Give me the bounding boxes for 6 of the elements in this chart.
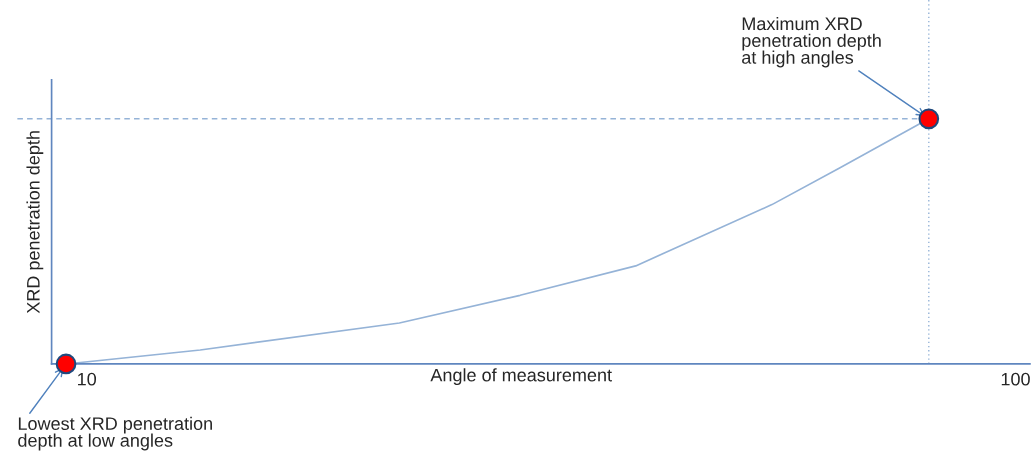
annotation: Maximum XRD penetration depth at high angles	[742, 16, 881, 68]
x-axis-title: Angle of measurement	[430, 368, 612, 386]
x-tick-label: 10	[78, 372, 97, 386]
y-axis-title: XRD penetration depth	[26, 131, 44, 314]
x-tick-label: 100	[1001, 372, 1030, 386]
annotation: Lowest XRD penetration depth at low angles	[18, 416, 212, 451]
